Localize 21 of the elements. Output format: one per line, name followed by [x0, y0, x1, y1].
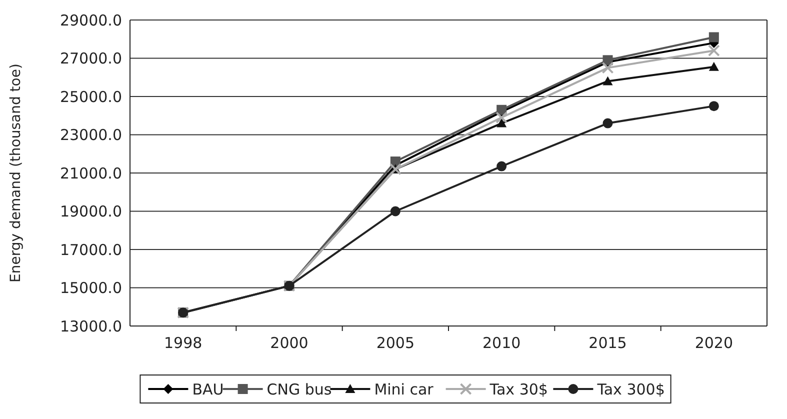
y-tick-label: 27000.0 [60, 50, 122, 68]
y-tick-label: 29000.0 [60, 11, 122, 30]
x-tick-label: 2020 [694, 334, 734, 352]
x-tick-label: 1998 [164, 334, 202, 352]
y-tick-label: 19000.0 [60, 202, 122, 220]
legend-label: BAU [192, 380, 224, 398]
y-tick-label: 15000.0 [60, 279, 122, 297]
legend-label: Tax 30$ [488, 380, 548, 398]
x-tick-label: 2000 [270, 334, 308, 352]
legend-label: Mini car [374, 380, 434, 398]
y-tick-label: 13000.0 [60, 317, 122, 336]
x-tick-label: 2005 [376, 334, 415, 352]
y-tick-label: 17000.0 [60, 240, 122, 259]
y-tick-label: 23000.0 [60, 126, 122, 144]
x-tick-label: 2010 [482, 334, 521, 352]
legend-label: Tax 300$ [596, 380, 665, 398]
legend-label: CNG bus [266, 380, 332, 398]
y-tick-label: 21000.0 [60, 164, 122, 182]
x-tick-label: 2015 [588, 334, 627, 352]
y-tick-label: 25000.0 [60, 88, 122, 106]
y-axis-title: Energy demand (thousand toe) [8, 64, 24, 282]
